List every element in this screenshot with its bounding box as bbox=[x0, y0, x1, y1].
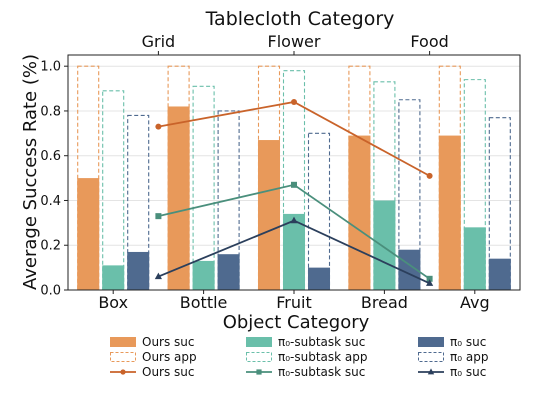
x-tick-label: Bread bbox=[361, 293, 408, 312]
legend-label: Ours app bbox=[142, 350, 197, 364]
line-point bbox=[290, 216, 298, 224]
bar-suc bbox=[398, 249, 421, 290]
line-point bbox=[154, 272, 162, 280]
bar-app bbox=[102, 90, 125, 291]
y-tick-label: 0.6 bbox=[40, 149, 61, 164]
y-tick-label: 0.2 bbox=[40, 239, 61, 254]
y-tick-label: 0.8 bbox=[40, 104, 61, 119]
line-point bbox=[426, 172, 433, 179]
top-tick-label: Food bbox=[410, 32, 448, 51]
line-point bbox=[155, 213, 162, 220]
x-tick-label: Bottle bbox=[180, 293, 228, 312]
legend-swatch bbox=[418, 352, 444, 362]
legend-marker bbox=[120, 369, 126, 375]
y-tick-label: 0.4 bbox=[40, 194, 61, 209]
series-line bbox=[158, 101, 431, 177]
bar-suc bbox=[438, 135, 461, 290]
bar-suc bbox=[463, 227, 486, 290]
legend-swatch bbox=[110, 337, 136, 347]
y-tick-label: 1.0 bbox=[40, 60, 61, 75]
legend-swatch bbox=[418, 337, 444, 347]
legend-label: Ours suc bbox=[142, 365, 195, 379]
top-tick-label: Flower bbox=[268, 32, 321, 51]
bar-suc bbox=[373, 200, 396, 290]
line-point bbox=[291, 181, 297, 188]
bar-suc bbox=[258, 140, 280, 290]
bar-suc bbox=[127, 251, 150, 290]
x-tick-label: Avg bbox=[460, 293, 490, 312]
line-point bbox=[426, 279, 434, 286]
legend-label: π₀ suc bbox=[450, 365, 486, 379]
legend-label: π₀-subtask app bbox=[278, 350, 368, 364]
bar-app bbox=[373, 81, 396, 291]
bar-suc bbox=[283, 213, 305, 290]
bar-suc bbox=[308, 267, 330, 290]
chart-title: Tablecloth Category bbox=[205, 8, 395, 30]
bar-app bbox=[127, 114, 150, 291]
bar-suc bbox=[488, 258, 511, 290]
line-point bbox=[426, 275, 433, 282]
legend-swatch bbox=[246, 337, 272, 347]
legend-swatch bbox=[110, 352, 136, 362]
legend-swatch bbox=[246, 352, 272, 362]
x-tick-label: Fruit bbox=[276, 293, 311, 312]
line-point bbox=[291, 99, 297, 105]
y-axis-label: Average Success Rate (%) bbox=[20, 54, 41, 290]
top-tick-label: Grid bbox=[142, 32, 176, 51]
bar-suc bbox=[77, 178, 100, 290]
y-tick-label: 0.0 bbox=[40, 284, 61, 299]
legend-label: Ours suc bbox=[142, 335, 195, 349]
bar-suc bbox=[192, 260, 215, 290]
bar-suc bbox=[348, 135, 371, 290]
bar-suc bbox=[167, 106, 190, 290]
legend-label: π₀ suc bbox=[450, 335, 486, 349]
x-axis-label: Object Category bbox=[223, 312, 370, 333]
bar-suc bbox=[102, 265, 125, 290]
legend-label: π₀-subtask suc bbox=[278, 365, 365, 379]
legend-marker bbox=[256, 369, 262, 375]
x-tick-label: Box bbox=[98, 293, 128, 312]
line-point bbox=[155, 123, 162, 130]
legend-label: π₀ app bbox=[450, 350, 488, 364]
bar-app bbox=[307, 132, 331, 291]
legend-label: π₀-subtask suc bbox=[278, 335, 365, 349]
legend-marker bbox=[427, 368, 435, 375]
bar-suc bbox=[217, 254, 240, 290]
